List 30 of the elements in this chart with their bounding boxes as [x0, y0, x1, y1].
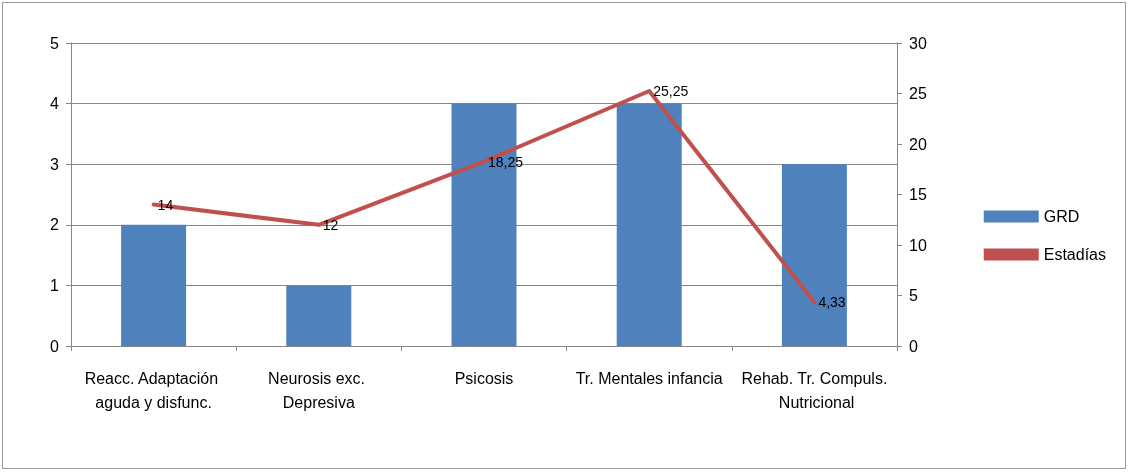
- bar: [286, 285, 352, 346]
- x-tick-label: Neurosis exc. Depresiva: [268, 369, 370, 411]
- y2-tick-label: 5: [909, 287, 918, 304]
- bar: [781, 164, 847, 346]
- legend-label: Estadías: [1043, 246, 1107, 263]
- y-tick-label: 2: [50, 216, 60, 234]
- y2-tick-label: 25: [909, 85, 927, 102]
- bar: [616, 103, 682, 346]
- y2-tick-label: 0: [909, 337, 918, 355]
- y-tick-label: 3: [50, 155, 60, 173]
- y-tick-label: 4: [50, 95, 60, 113]
- line-series: [151, 88, 817, 305]
- y2-tick-label: 30: [909, 34, 927, 52]
- data-label: 4,33: [818, 294, 846, 311]
- x-tick-label: Reacc. Adaptación aguda y disfunc.: [84, 369, 223, 411]
- y-tick-label: 5: [50, 34, 60, 52]
- y2-tick-label: 20: [909, 135, 927, 153]
- bar: [121, 224, 187, 346]
- x-tick-label: Psicosis: [454, 369, 514, 387]
- y2-tick-label: 15: [909, 186, 927, 203]
- x-tick-label: Tr. Mentales infancia: [575, 369, 723, 387]
- legend-label: GRD: [1043, 208, 1080, 225]
- data-label: 18,25: [488, 153, 524, 170]
- y-tick-label: 1: [50, 276, 60, 294]
- data-label: 14: [157, 196, 174, 213]
- y-tick-label: 0: [50, 337, 60, 355]
- data-label: 25,25: [653, 82, 689, 99]
- y2-tick-label: 10: [909, 236, 927, 254]
- data-label: 12: [322, 216, 339, 233]
- x-tick-label: Rehab. Tr. Compuls. Nutricional: [741, 369, 888, 411]
